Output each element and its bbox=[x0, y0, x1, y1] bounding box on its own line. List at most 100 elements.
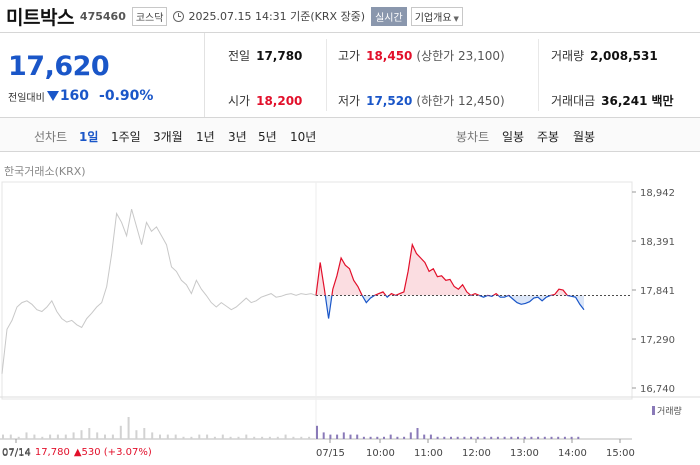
volume-bar bbox=[174, 434, 177, 439]
volume-bar bbox=[316, 425, 318, 439]
volume-bar bbox=[300, 436, 303, 439]
prev-close-label: 전일 bbox=[228, 49, 251, 63]
tab-5year[interactable]: 5년 bbox=[258, 130, 277, 144]
volume-bar bbox=[503, 436, 506, 439]
tab-3month[interactable]: 3개월 bbox=[153, 130, 183, 144]
footer-date: 07/14 bbox=[2, 447, 31, 458]
y-tick-label: 17,290 bbox=[640, 335, 675, 346]
x-tick-label: 11:00 bbox=[414, 448, 443, 459]
volume-bar bbox=[253, 436, 256, 439]
tab-1week[interactable]: 1주일 bbox=[111, 130, 141, 144]
volume-bar bbox=[517, 436, 519, 439]
chart-source: 한국거래소(KRX) bbox=[4, 165, 86, 178]
volume-bar bbox=[456, 436, 459, 439]
volume-value: 2,008,531 bbox=[590, 49, 658, 63]
volume-bar bbox=[476, 436, 479, 439]
volume-bar bbox=[261, 436, 264, 439]
upper-limit: (상한가 23,100) bbox=[416, 49, 505, 63]
down-triangle-icon bbox=[46, 91, 59, 101]
volume-bar bbox=[41, 436, 44, 439]
volume-bar bbox=[104, 434, 106, 439]
volume-bar bbox=[396, 436, 399, 439]
volume-bar bbox=[237, 436, 240, 439]
volume-bar bbox=[329, 434, 332, 439]
volume-bar bbox=[443, 436, 446, 439]
volume-bar bbox=[362, 436, 365, 439]
volume-bar bbox=[336, 434, 339, 439]
volume-bar bbox=[470, 436, 473, 439]
x-tick-label: 15:00 bbox=[606, 448, 635, 459]
y-tick-label: 18,942 bbox=[640, 188, 675, 199]
volume-bar bbox=[127, 417, 130, 439]
volume-bar bbox=[322, 432, 325, 439]
tab-weekly-candle[interactable]: 주봉 bbox=[537, 130, 560, 144]
volume-bar bbox=[450, 436, 452, 439]
volume-bar bbox=[389, 434, 392, 439]
volume-legend: 거래량 bbox=[652, 404, 682, 417]
volume-bar bbox=[229, 436, 232, 439]
volume-bar bbox=[510, 436, 513, 439]
volume-bar bbox=[9, 434, 12, 439]
tab-daily-candle[interactable]: 일봉 bbox=[502, 130, 525, 144]
volume-bar bbox=[483, 436, 486, 439]
tab-1year[interactable]: 1년 bbox=[196, 130, 215, 144]
volume-bar bbox=[72, 432, 75, 439]
stock-header: 미트박스 475460 코스닥 2025.07.15 14:31 기준(KRX … bbox=[0, 0, 700, 32]
low-label: 저가 bbox=[338, 94, 361, 108]
volume-bar bbox=[17, 436, 20, 439]
volume-bar bbox=[429, 434, 432, 439]
open-label: 시가 bbox=[228, 94, 251, 108]
caret-down-icon: ▼ bbox=[453, 14, 459, 23]
volume-bar bbox=[166, 434, 169, 439]
volume-bar bbox=[423, 434, 426, 439]
y-tick-label: 16,740 bbox=[640, 384, 675, 395]
volume-bar bbox=[369, 436, 372, 439]
tab-monthly-candle[interactable]: 월봉 bbox=[573, 130, 596, 144]
volume-bar bbox=[33, 434, 36, 439]
divider bbox=[538, 39, 539, 111]
volume-bar bbox=[268, 436, 271, 439]
open-cell: 시가 18,200 bbox=[228, 92, 302, 109]
as-of-time: 2025.07.15 14:31 기준(KRX 장중) bbox=[188, 10, 366, 23]
current-price: 17,620 bbox=[8, 51, 110, 82]
history-line bbox=[1, 208, 317, 374]
volume-bar bbox=[530, 436, 533, 439]
volume-bar bbox=[403, 436, 406, 439]
x-tick-label: 10:00 bbox=[366, 448, 395, 459]
volume-bar bbox=[276, 436, 279, 439]
high-cell: 고가 18,450 (상한가 23,100) bbox=[338, 47, 505, 64]
stock-name[interactable]: 미트박스 bbox=[6, 6, 74, 29]
tab-10year[interactable]: 10년 bbox=[290, 130, 317, 144]
volume-bar bbox=[537, 436, 540, 439]
price-panel: 17,620 전일대비 160 -0.90% 전일 17,780 시가 18,200… bbox=[0, 32, 700, 118]
volume-bar bbox=[56, 434, 59, 439]
amount-value: 36,241 bbox=[601, 94, 648, 108]
volume-bar bbox=[245, 434, 248, 439]
volume-bar bbox=[570, 436, 573, 439]
company-overview-button[interactable]: 기업개요 ▼ bbox=[410, 6, 463, 26]
volume-bar bbox=[436, 436, 439, 439]
volume-bar bbox=[292, 436, 295, 439]
x-tick-label: 12:00 bbox=[462, 448, 491, 459]
diff-percent: -0.90% bbox=[99, 88, 154, 104]
high-label: 고가 bbox=[338, 49, 361, 63]
tab-1day[interactable]: 1일 bbox=[79, 130, 99, 144]
volume-bar bbox=[577, 436, 580, 439]
x-tick-label: 07/15 bbox=[316, 448, 345, 459]
divider bbox=[326, 39, 327, 111]
realtime-badge[interactable]: 실시간 bbox=[371, 6, 407, 26]
volume-bar bbox=[490, 436, 493, 439]
x-tick-label: 13:00 bbox=[510, 448, 539, 459]
today-line-down bbox=[316, 295, 585, 319]
price-chart[interactable]: 18,942 18,391 17,841 17,290 16,740 07/14 07/15… bbox=[0, 152, 700, 465]
low-cell: 저가 17,520 (하한가 12,450) bbox=[338, 92, 505, 109]
volume-bar bbox=[376, 436, 379, 439]
volume-label: 거래량 bbox=[551, 49, 585, 63]
tab-3year[interactable]: 3년 bbox=[228, 130, 247, 144]
volume-swatch bbox=[652, 406, 655, 415]
amount-label: 거래대금 bbox=[551, 94, 596, 108]
x-tick-label: 07/14 bbox=[2, 448, 31, 459]
volume-bar bbox=[284, 434, 287, 439]
amount-unit: 백만 bbox=[651, 94, 674, 108]
